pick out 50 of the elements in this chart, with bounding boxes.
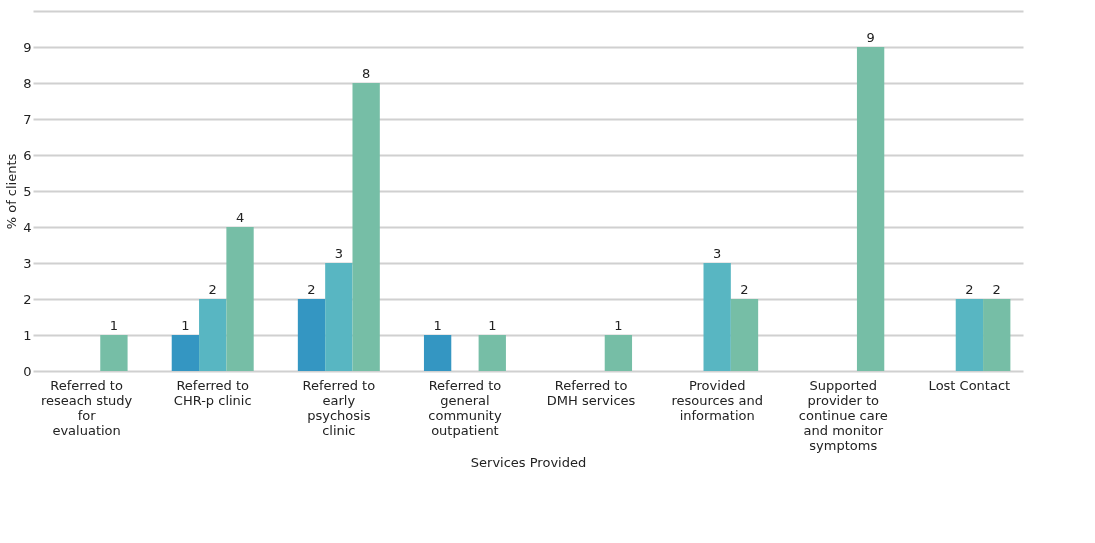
bar xyxy=(352,83,380,371)
data-label: 1 xyxy=(181,318,190,333)
bar xyxy=(955,299,984,371)
y-tick-label: 8 xyxy=(23,75,32,91)
data-label: 4 xyxy=(235,210,245,225)
x-tick-label: Referred to general community outpatient xyxy=(428,377,502,438)
bar xyxy=(730,299,759,371)
y-tick-label: 1 xyxy=(23,327,32,343)
data-label: 1 xyxy=(614,318,623,333)
x-tick-label: Referred to CHR-p clinic xyxy=(173,377,252,408)
data-label: 2 xyxy=(965,282,974,297)
x-tick-label: Provided resources and information xyxy=(671,377,763,423)
x-tick-label: Referred to DMH services xyxy=(546,377,636,408)
bar xyxy=(478,335,506,371)
y-tick-label: 7 xyxy=(23,111,32,127)
y-tick-label: 9 xyxy=(23,39,32,55)
bar xyxy=(325,263,353,371)
data-label: 8 xyxy=(362,66,371,81)
bar xyxy=(100,335,128,371)
x-tick-label: Lost Contact xyxy=(928,377,1011,393)
x-tick-label: Referred to early psychosis clinic xyxy=(302,377,376,438)
data-label: 2 xyxy=(992,282,1001,297)
data-label: 1 xyxy=(488,318,497,333)
bar xyxy=(423,335,452,371)
bar xyxy=(171,335,200,371)
data-label: 1 xyxy=(109,318,119,333)
bar xyxy=(199,299,227,371)
data-label: 3 xyxy=(334,246,343,261)
bar xyxy=(604,335,633,371)
bar xyxy=(226,227,254,371)
bar xyxy=(856,47,885,371)
data-label: 9 xyxy=(866,30,875,45)
data-label: 1 xyxy=(433,318,442,333)
y-tick-label: 2 xyxy=(23,291,32,307)
y-tick-label: 6 xyxy=(23,147,32,163)
y-tick-label: 0 xyxy=(23,363,32,379)
data-label: 3 xyxy=(713,246,722,261)
data-label: 2 xyxy=(740,282,749,297)
y-tick-label: 3 xyxy=(23,255,32,271)
bar xyxy=(297,299,326,371)
y-tick-label: 5 xyxy=(23,183,32,199)
data-label: 2 xyxy=(208,282,217,297)
x-tick-label: Referred to reseach study for evaluation xyxy=(40,377,133,438)
y-axis-title: % of clients xyxy=(4,153,20,230)
x-tick-label: Supported provider to continue care and monitor symptoms xyxy=(798,377,888,453)
data-label: 2 xyxy=(307,282,316,297)
x-axis-title: Services Provided xyxy=(470,454,587,470)
bar xyxy=(703,263,731,371)
y-tick-label: 4 xyxy=(23,219,32,235)
bar xyxy=(983,299,1011,371)
